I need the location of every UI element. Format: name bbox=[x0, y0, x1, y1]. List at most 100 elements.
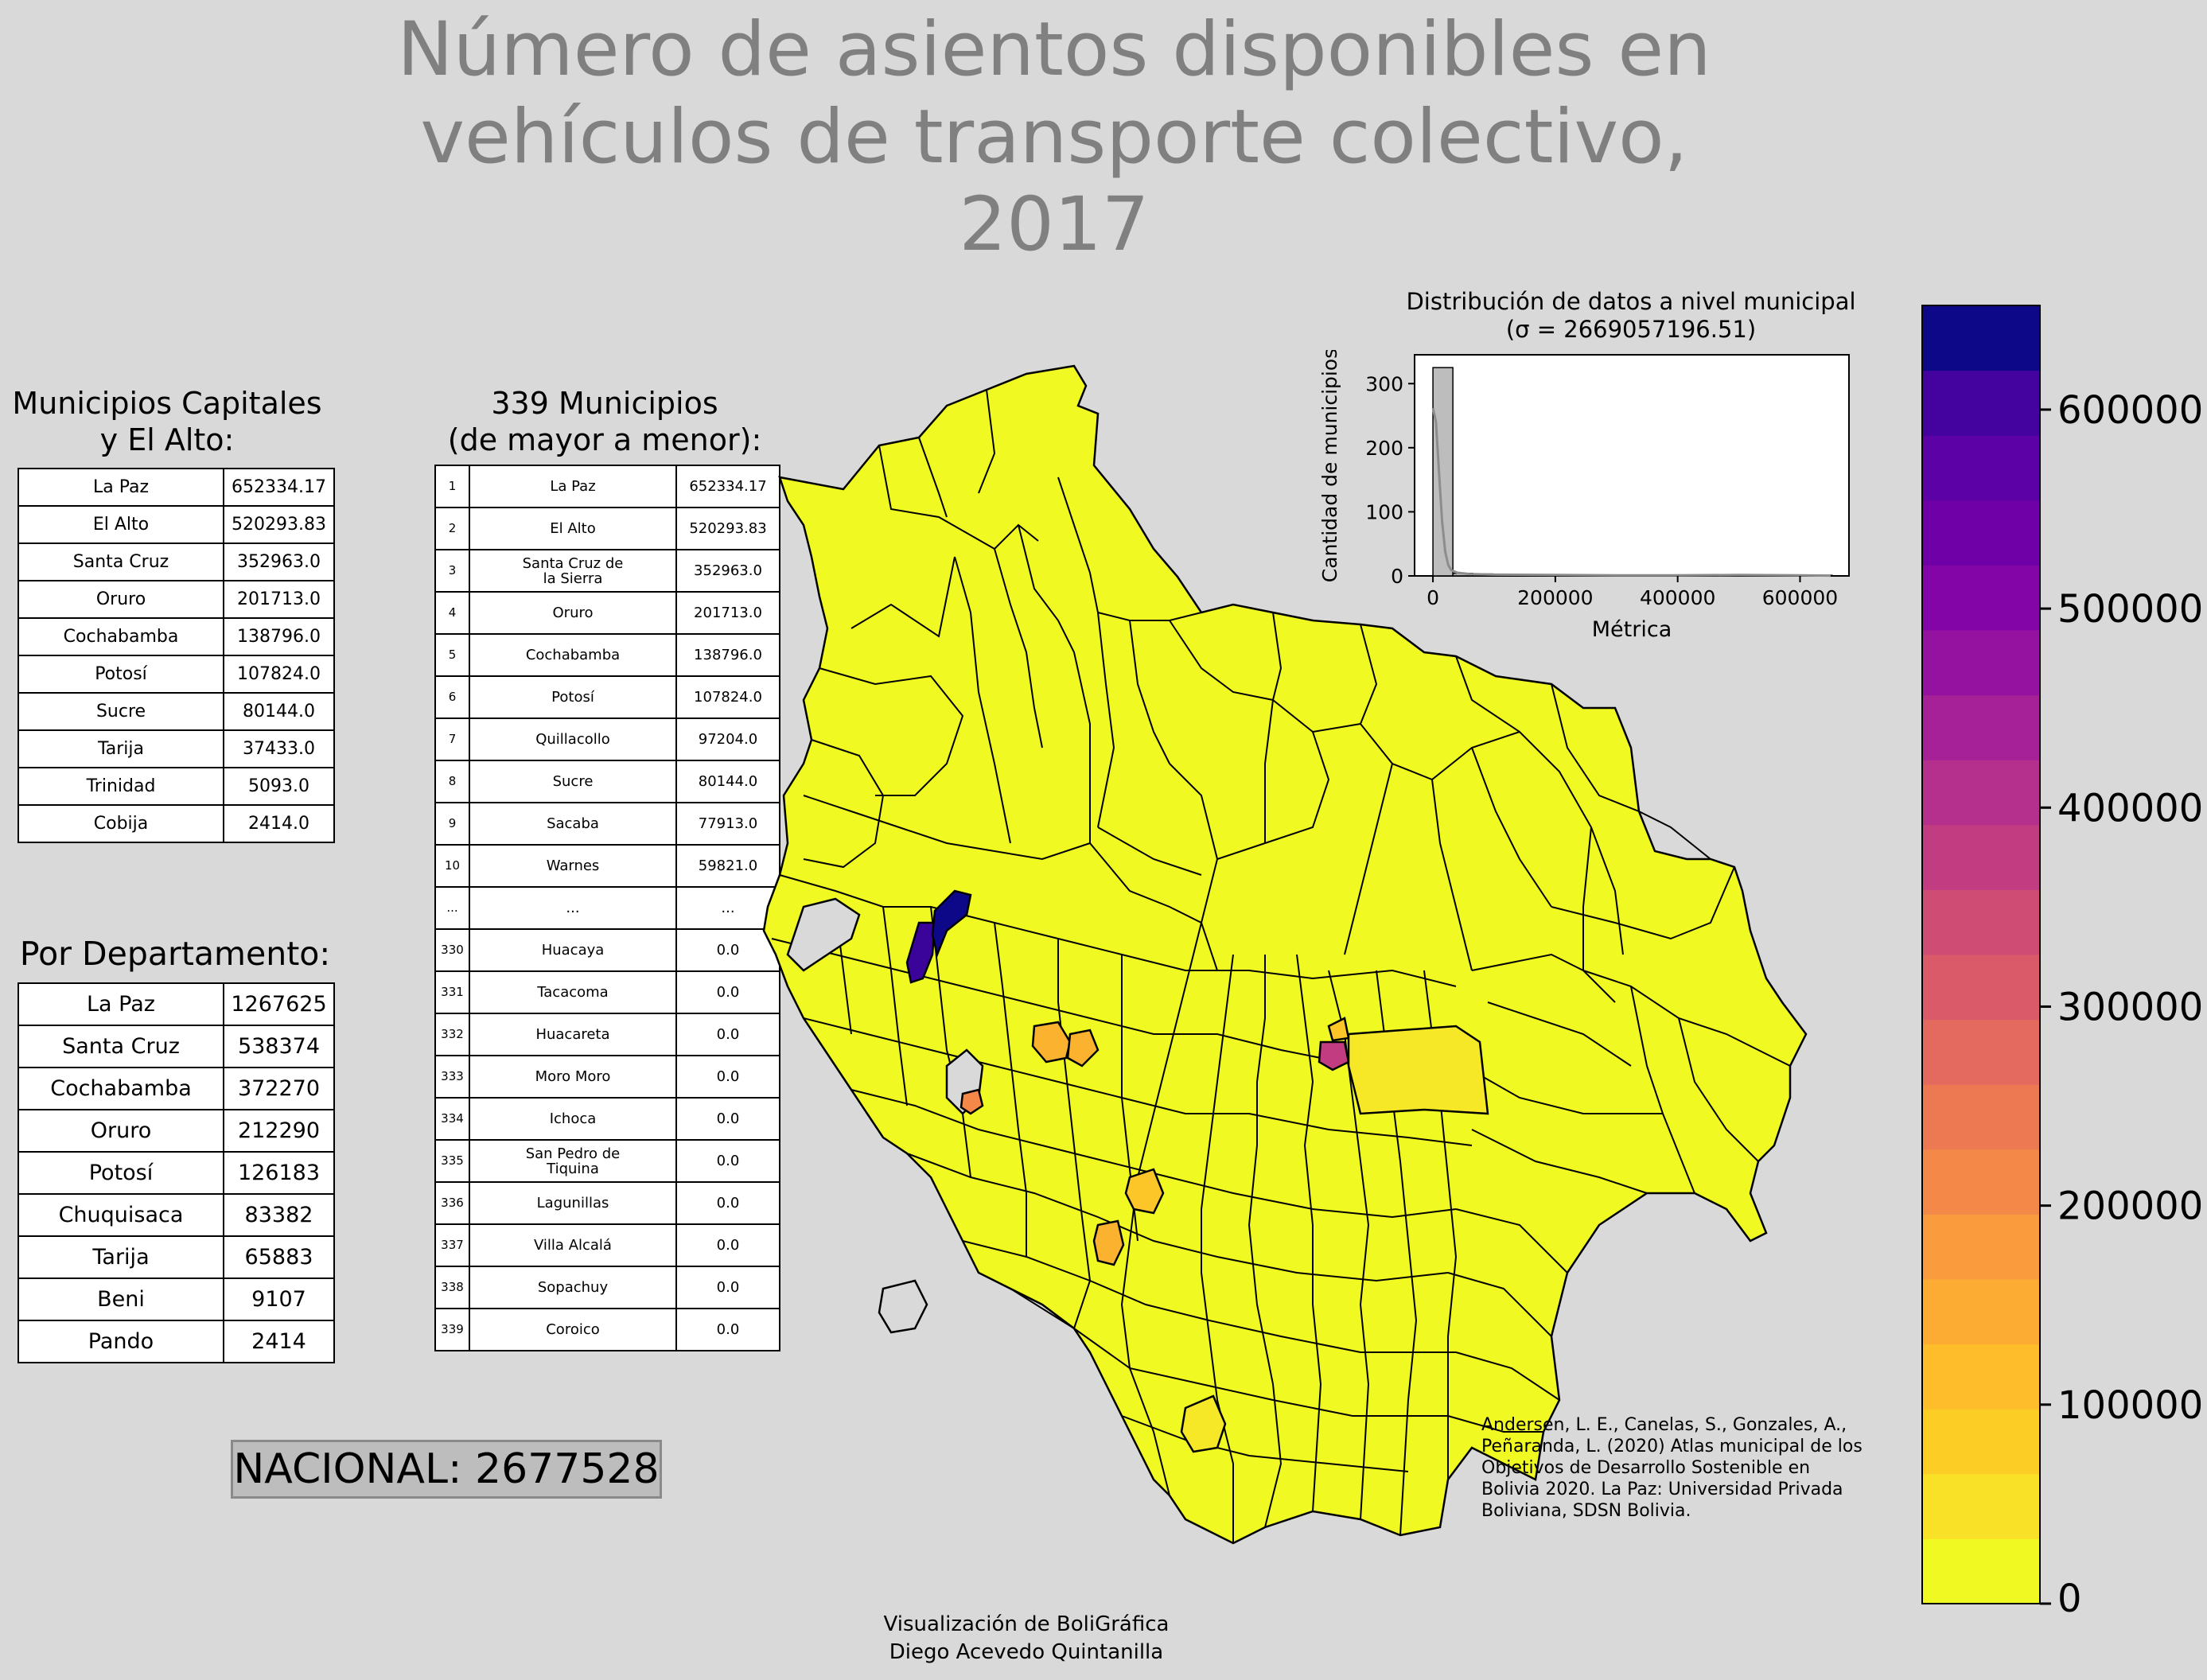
municipality-row: 9 Sacaba 77913.0 bbox=[434, 802, 780, 846]
municipality-name-cell: Cochabamba bbox=[469, 633, 677, 677]
municipal-boundary bbox=[994, 922, 1027, 1257]
department-row: Santa Cruz 538374 bbox=[18, 1025, 335, 1068]
municipality-value-cell: 201713.0 bbox=[675, 591, 780, 635]
capital-name-cell: Potosí bbox=[18, 655, 224, 694]
department-value-cell: 2414 bbox=[223, 1320, 335, 1363]
municipality-rank-cell: 333 bbox=[434, 1055, 470, 1099]
capitals-heading-line-2: y El Alto: bbox=[99, 422, 235, 457]
municipal-boundary bbox=[1169, 763, 1218, 860]
colorbar-step bbox=[1922, 500, 2040, 566]
municipality-name-cell: Lagunillas bbox=[469, 1181, 677, 1225]
municipality-value-cell: 0.0 bbox=[675, 1266, 780, 1309]
municipality-rank-cell: 3 bbox=[434, 549, 470, 593]
municipality-name-cell: San Pedro de Tiquina bbox=[469, 1139, 677, 1183]
department-row: Oruro 212290 bbox=[18, 1109, 335, 1153]
municipality-value-cell: 59821.0 bbox=[675, 844, 780, 888]
colorbar-step bbox=[1922, 630, 2040, 696]
colorbar-step bbox=[1922, 565, 2040, 631]
municipality-name-cell: Potosí bbox=[469, 675, 677, 719]
municipality-value-cell: 0.0 bbox=[675, 928, 780, 972]
colorbar-step bbox=[1922, 370, 2040, 436]
municipality-rank-cell: 1 bbox=[434, 465, 470, 508]
department-name-cell: Cochabamba bbox=[18, 1067, 224, 1110]
title-line-2: vehículos de transporte colectivo, bbox=[420, 94, 1688, 181]
municipality-name-cell: La Paz bbox=[469, 465, 677, 508]
municipality-name-cell: Huacareta bbox=[469, 1013, 677, 1056]
department-name-cell: La Paz bbox=[18, 982, 224, 1026]
municipal-boundary bbox=[882, 906, 908, 1106]
municipal-boundary bbox=[1248, 955, 1283, 1528]
capitals-table: La Paz 652334.17 El Alto 520293.83 Santa Cru… bbox=[18, 468, 335, 843]
municipal-boundary bbox=[1447, 1272, 1552, 1337]
histogram-y-tick-label: 200 bbox=[1365, 437, 1403, 460]
map-la-paz bbox=[931, 889, 972, 959]
municipality-name-cell: Sopachuy bbox=[469, 1266, 677, 1309]
municipal-boundary bbox=[1455, 1351, 1560, 1401]
municipal-boundary bbox=[1097, 612, 1202, 621]
municipality-rank-cell: 9 bbox=[434, 802, 470, 846]
municipality-row: 331 Tacacoma 0.0 bbox=[434, 970, 780, 1014]
colorbar-step bbox=[1922, 1084, 2040, 1150]
municipality-rank-cell: 337 bbox=[434, 1223, 470, 1267]
capital-row: Cochabamba 138796.0 bbox=[18, 617, 335, 656]
histogram-plot-area bbox=[1414, 354, 1850, 577]
map-santa-cruz-east bbox=[1347, 1025, 1489, 1115]
histogram-y-tick-label: 100 bbox=[1365, 500, 1403, 523]
municipal-boundary bbox=[962, 1240, 1456, 1353]
histogram-x-tick-label: 200000 bbox=[1517, 586, 1593, 609]
department-row: Chuquisaca 83382 bbox=[18, 1193, 335, 1237]
colorbar-step bbox=[1922, 1019, 2040, 1085]
department-row: Potosí 126183 bbox=[18, 1151, 335, 1195]
credit: Visualización de BoliGráfica Diego Aceve… bbox=[796, 1611, 1257, 1666]
department-name-cell: Potosí bbox=[18, 1151, 224, 1195]
municipality-rank-cell: 339 bbox=[434, 1308, 470, 1351]
lake-titicaca bbox=[786, 897, 861, 972]
department-name-cell: Pando bbox=[18, 1320, 224, 1363]
municipality-name-cell: Oruro bbox=[469, 591, 677, 635]
municipality-row: ......... bbox=[434, 886, 780, 930]
histogram-bar bbox=[1432, 367, 1454, 577]
map-potosi bbox=[1092, 1219, 1125, 1266]
municipality-value-cell: 138796.0 bbox=[675, 633, 780, 677]
capital-row: Tarija 37433.0 bbox=[18, 729, 335, 768]
department-row: Tarija 65883 bbox=[18, 1235, 335, 1279]
source-citation: Andersen, L. E., Canelas, S., Gonzales, … bbox=[1481, 1415, 1863, 1521]
colorbar-step bbox=[1922, 760, 2040, 826]
capital-value-cell: 201713.0 bbox=[223, 580, 335, 619]
municipality-row: 2 El Alto 520293.83 bbox=[434, 507, 780, 550]
histogram-x-tick-label: 400000 bbox=[1640, 586, 1715, 609]
municipalities-heading-line-2: (de mayor a menor): bbox=[447, 422, 762, 457]
capital-name-cell: Sucre bbox=[18, 692, 224, 731]
municipal-boundary bbox=[1264, 699, 1274, 843]
municipality-row: 10 Warnes 59821.0 bbox=[434, 844, 780, 888]
municipal-boundary bbox=[1463, 1065, 1663, 1114]
municipality-value-cell: 80144.0 bbox=[675, 760, 780, 803]
municipality-row: 1 La Paz 652334.17 bbox=[434, 465, 780, 508]
histogram-chart: 0 200000 400000 600000 0 100 200 300 Métrica C… bbox=[1318, 350, 1850, 642]
histogram-y-tick-label: 0 bbox=[1391, 565, 1403, 588]
municipal-boundary bbox=[1630, 986, 1695, 1194]
colorbar-step bbox=[1922, 955, 2040, 1021]
municipal-boundary bbox=[1169, 620, 1274, 701]
municipality-value-cell: 0.0 bbox=[675, 1223, 780, 1267]
municipal-boundary bbox=[994, 548, 1043, 749]
salt-flat bbox=[878, 1279, 928, 1334]
capitals-heading: Municipios Capitales y El Alto: bbox=[8, 385, 326, 458]
capital-name-cell: Cochabamba bbox=[18, 617, 224, 656]
department-value-cell: 83382 bbox=[223, 1193, 335, 1237]
colorbar-step bbox=[1922, 1344, 2040, 1410]
municipal-boundary bbox=[1057, 939, 1092, 1329]
municipality-value-cell: 0.0 bbox=[675, 1097, 780, 1141]
municipality-value-cell: 520293.83 bbox=[675, 507, 780, 550]
department-row: Cochabamba 372270 bbox=[18, 1067, 335, 1110]
municipality-rank-cell: 336 bbox=[434, 1181, 470, 1225]
municipal-boundary bbox=[1129, 620, 1170, 764]
municipal-boundary bbox=[1455, 1208, 1568, 1274]
department-value-cell: 372270 bbox=[223, 1067, 335, 1110]
municipality-rank-cell: 334 bbox=[434, 1097, 470, 1141]
department-name-cell: Tarija bbox=[18, 1235, 224, 1279]
colorbar-step bbox=[1922, 1473, 2040, 1539]
municipality-rank-cell: 10 bbox=[434, 844, 470, 888]
municipality-rank-cell: ... bbox=[434, 886, 470, 930]
municipality-name-cell: Quillacollo bbox=[469, 718, 677, 761]
